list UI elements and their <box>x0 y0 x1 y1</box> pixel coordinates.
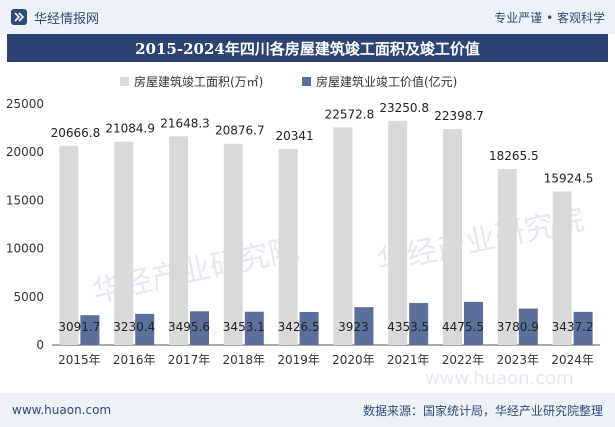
data-label-value: 3426.5 <box>278 320 320 334</box>
bar-value <box>409 303 429 345</box>
bar-value <box>573 311 593 345</box>
data-label-value: 4475.5 <box>442 320 484 334</box>
chart-title-bar: 2015-2024年四川各房屋建筑竣工面积及竣工价值 <box>7 34 608 62</box>
bar-area <box>333 127 353 345</box>
x-tick-label: 2024年 <box>551 353 594 367</box>
bar-area <box>443 129 462 345</box>
bar-area <box>388 120 408 345</box>
y-tick-label: 15000 <box>6 193 44 207</box>
bar-value <box>518 308 538 345</box>
x-tick-label: 2015年 <box>58 353 101 367</box>
data-label-area: 23250.8 <box>379 101 429 115</box>
data-label-value: 4353.5 <box>387 320 429 334</box>
bar-value <box>299 311 319 345</box>
bar-value <box>80 315 100 345</box>
bar-area <box>114 141 134 345</box>
bar-value <box>354 307 374 345</box>
x-tick-label: 2019年 <box>277 353 320 367</box>
data-label-area: 22572.8 <box>325 107 375 121</box>
legend-swatch <box>302 77 311 86</box>
data-label-area: 18265.5 <box>489 149 539 163</box>
website-link[interactable]: www.huaon.com <box>12 403 112 417</box>
data-label-area: 21648.3 <box>160 116 210 130</box>
data-label-value: 3437.2 <box>552 320 594 334</box>
watermark-url: www.huaon.com <box>425 368 574 389</box>
x-tick-label: 2023年 <box>497 353 540 367</box>
y-tick-label: 20000 <box>6 145 44 159</box>
data-label-area: 22398.7 <box>434 109 484 123</box>
data-label-area: 21084.9 <box>105 122 155 136</box>
bar-area <box>59 145 79 345</box>
data-label-value: 3780.9 <box>497 320 539 334</box>
x-tick-label: 2018年 <box>223 353 266 367</box>
data-label-value: 3495.6 <box>168 320 210 334</box>
bar-area <box>552 191 572 345</box>
x-tick-label: 2017年 <box>168 353 211 367</box>
footer-bar: www.huaon.com 数据来源：国家统计局，华经产业研究院整理 <box>0 393 615 427</box>
data-label-area: 15924.5 <box>544 171 594 185</box>
bar-area <box>278 148 298 345</box>
bar-area <box>169 136 188 345</box>
legend-swatch <box>120 77 129 86</box>
bar-value <box>135 313 155 345</box>
data-label-area: 20341 <box>276 129 314 143</box>
bar-value <box>244 311 264 345</box>
chart-title: 2015-2024年四川各房屋建筑竣工面积及竣工价值 <box>135 39 480 58</box>
x-tick-label: 2021年 <box>387 353 430 367</box>
y-tick-label: 5000 <box>13 290 44 304</box>
data-source: 数据来源：国家统计局，华经产业研究院整理 <box>362 403 603 418</box>
tagline: 专业严谨 • 客观科学 <box>494 10 605 25</box>
data-label-value: 3230.4 <box>113 320 155 334</box>
x-tick-label: 2020年 <box>332 353 375 367</box>
data-label-area: 20666.8 <box>51 126 101 140</box>
data-label-value: 3923 <box>338 320 369 334</box>
bar-value <box>190 311 209 345</box>
y-tick-label: 10000 <box>6 242 44 256</box>
bar-area <box>223 143 243 345</box>
brand-name: 华经情报网 <box>34 11 100 27</box>
data-label-value: 3091.7 <box>58 320 100 334</box>
data-label-area: 20876.7 <box>215 124 265 138</box>
y-tick-label: 0 <box>36 338 44 352</box>
x-tick-label: 2022年 <box>442 353 485 367</box>
brand[interactable]: 华经情报网 <box>10 8 99 27</box>
data-label-value: 3453.1 <box>223 320 265 334</box>
y-tick-label: 25000 <box>6 97 44 111</box>
bar-value <box>464 301 483 345</box>
legend-label: 房屋建筑业竣工价值(亿元) <box>316 74 457 89</box>
header-bar: 华经情报网 专业严谨 • 客观科学 <box>0 0 615 34</box>
legend-label: 房屋建筑竣工面积(万㎡) <box>134 74 263 89</box>
bar-area <box>497 168 517 345</box>
x-tick-label: 2016年 <box>113 353 156 367</box>
brand-logo-icon <box>11 9 27 25</box>
